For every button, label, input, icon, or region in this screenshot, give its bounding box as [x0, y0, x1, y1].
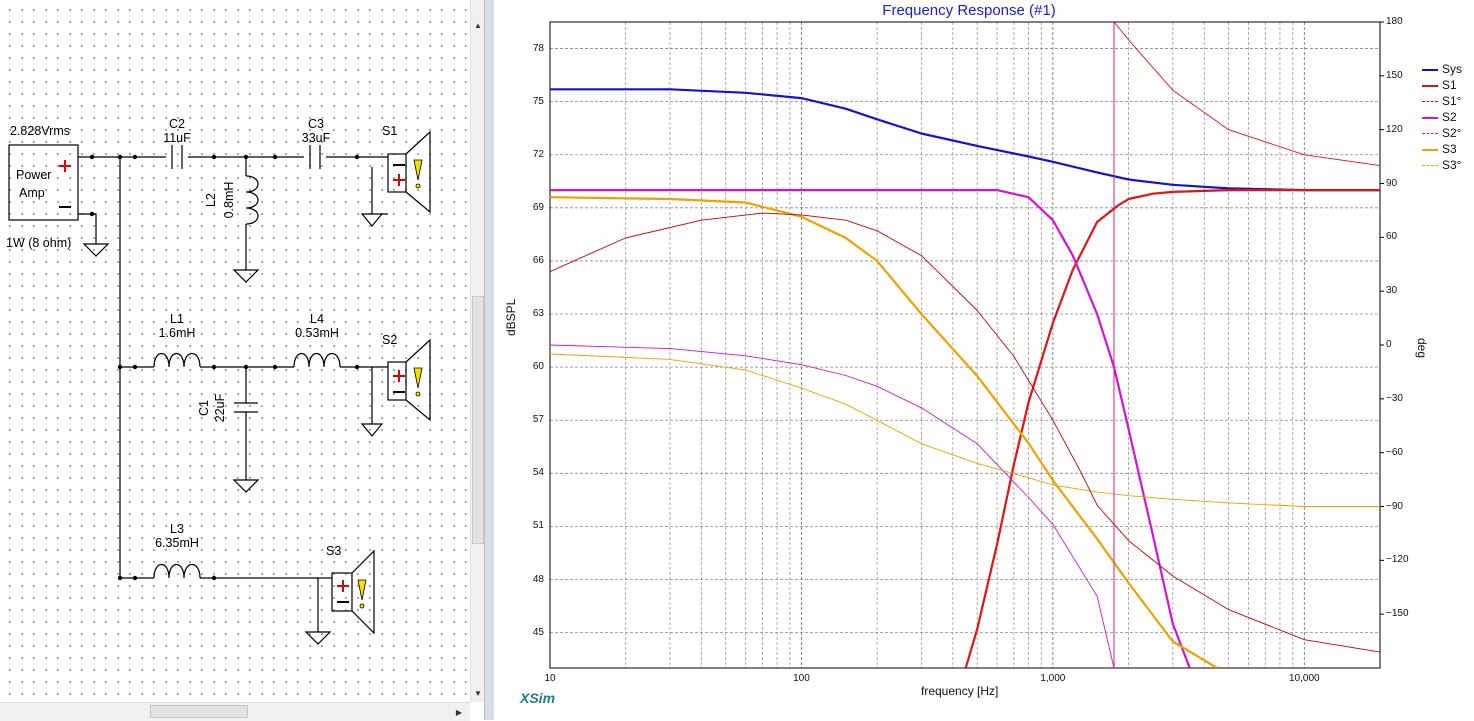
series-sys-line [550, 88, 1380, 192]
series-s1trace-line [550, 212, 1380, 653]
legend-item: S2° [1422, 126, 1461, 141]
legend-label: S1° [1442, 94, 1462, 108]
legend-swatch [1422, 84, 1438, 87]
y2-tick-label: 0 [1386, 339, 1392, 350]
series-s1-line [1113, 22, 1380, 668]
legend-item: Sys [1422, 62, 1462, 77]
l2-value[interactable]: 0.8mH [222, 181, 236, 219]
plot-frame [549, 21, 1381, 669]
speaker-s3-label[interactable]: S3 [326, 544, 342, 558]
legend-item: S2 [1422, 110, 1457, 125]
l4-value[interactable]: 0.53mH [295, 326, 339, 340]
schematic-horizontal-scrollbar[interactable]: ▶ [0, 702, 470, 721]
legend-item: S1° [1422, 94, 1461, 109]
horizontal-scroll-thumb[interactable] [150, 705, 248, 718]
y2-tick-label: 90 [1386, 177, 1398, 189]
y-tick-label: 57 [532, 414, 544, 426]
scroll-up-button[interactable]: ▲ [471, 18, 485, 32]
c1-value[interactable]: 22uF [213, 393, 227, 423]
c2-ref[interactable]: C2 [169, 117, 185, 131]
l4-ref[interactable]: L4 [310, 312, 324, 326]
amp-name-line2: Amp [19, 186, 45, 200]
speaker-s1-symbol [387, 130, 431, 214]
l1-ref[interactable]: L1 [170, 312, 184, 326]
y2-tick-label: −90 [1386, 500, 1403, 512]
legend-item: S3 [1422, 142, 1457, 157]
y-tick-label: 75 [532, 95, 544, 107]
y2-tick-label: 30 [1386, 285, 1398, 297]
y2-axis-label: deg [1415, 338, 1429, 359]
y2-tick-label: −60 [1386, 446, 1403, 458]
x-tick-label: 100 [793, 673, 810, 684]
l3-value[interactable]: 6.35mH [155, 536, 199, 550]
x-tick-label: 10 [544, 673, 556, 684]
legend-label: Sys [1442, 62, 1463, 76]
y2-tick-label: 60 [1386, 231, 1398, 243]
xsim-logo: XSim [520, 690, 556, 706]
x-axis-label: frequency [Hz] [921, 684, 999, 698]
legend-swatch [1422, 165, 1438, 167]
legend-label: S3 [1442, 142, 1457, 156]
y-tick-label: 51 [532, 520, 544, 532]
speaker-s3-symbol [331, 549, 375, 635]
y2-tick-label: 150 [1386, 69, 1403, 81]
schematic-canvas[interactable]: 2.828Vrms Power Amp 1W (8 ohm) C2 11uF C… [0, 0, 470, 702]
c2-value[interactable]: 11uF [163, 131, 191, 145]
y2-tick-label: 120 [1386, 123, 1403, 135]
graph-title: Frequency Response (#1) [882, 2, 1056, 19]
x-tick-label: 1,000 [1040, 673, 1066, 684]
scroll-right-button[interactable]: ▶ [452, 705, 466, 719]
schematic-vertical-scrollbar[interactable]: ▲ ▼ [470, 0, 485, 702]
y-tick-label: 60 [532, 361, 544, 373]
series-s1-line [964, 189, 1380, 668]
y-tick-label: 78 [532, 42, 544, 54]
y-tick-label: 66 [532, 254, 544, 266]
series-s2-line [550, 344, 1115, 668]
y-tick-label: 48 [532, 573, 544, 585]
y-axis-label: dBSPL [504, 298, 518, 336]
legend-swatch [1422, 116, 1438, 119]
speaker-s2-symbol [387, 338, 431, 422]
y-tick-label: 45 [532, 626, 544, 638]
legend-label: S3° [1442, 158, 1462, 172]
l1-value[interactable]: 1.6mH [158, 326, 196, 340]
legend-item: S1 [1422, 78, 1457, 93]
legend-swatch [1422, 148, 1438, 151]
legend-label: S2° [1442, 126, 1462, 140]
y-tick-label: 54 [532, 467, 544, 479]
amp-voltage-label: 2.828Vrms [10, 124, 70, 138]
y2-tick-label: −30 [1386, 392, 1403, 404]
schematic-wires [8, 130, 431, 645]
speaker-s2-label[interactable]: S2 [382, 333, 398, 347]
y-tick-label: 72 [532, 148, 544, 160]
y-tick-label: 69 [532, 201, 544, 213]
vertical-scroll-thumb[interactable] [472, 296, 484, 544]
legend-item: S3° [1422, 158, 1461, 173]
frequency-response-chart[interactable] [494, 0, 1474, 720]
power-amp-box [8, 144, 79, 221]
y2-tick-label: −150 [1386, 608, 1409, 620]
l2-ref[interactable]: L2 [204, 193, 218, 207]
c1-ref[interactable]: C1 [197, 400, 211, 416]
legend-swatch [1422, 133, 1438, 135]
l3-ref[interactable]: L3 [170, 522, 184, 536]
legend-label: S2 [1442, 110, 1457, 124]
series-s2-line [550, 189, 1191, 668]
series-s3-line [550, 196, 1218, 668]
amp-name-line1: Power [16, 168, 52, 182]
y-tick-label: 63 [532, 308, 544, 320]
scroll-down-button[interactable]: ▼ [471, 686, 485, 700]
series-s3-line [550, 353, 1380, 507]
c3-value[interactable]: 33uF [301, 131, 331, 145]
y2-tick-label: −120 [1386, 554, 1409, 566]
speaker-s1-label[interactable]: S1 [382, 124, 398, 138]
legend-swatch [1422, 101, 1438, 103]
x-tick-label: 10,000 [1289, 673, 1320, 684]
frequency-response-panel: Frequency Response (#1) frequency [Hz] d… [494, 0, 1474, 720]
legend-swatch [1422, 68, 1438, 71]
c3-ref[interactable]: C3 [308, 117, 324, 131]
legend-label: S1 [1442, 78, 1457, 92]
amp-power-label: 1W (8 ohm) [6, 236, 72, 250]
y2-tick-label: 180 [1386, 16, 1403, 27]
